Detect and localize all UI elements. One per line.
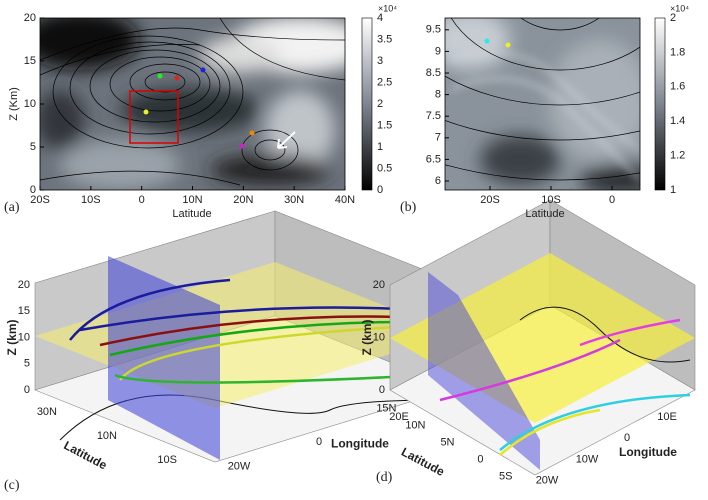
lon-tick-label: 20E bbox=[389, 411, 409, 423]
lon-tick-label: 20W bbox=[228, 461, 251, 473]
y-tick-label: 6.5 bbox=[426, 153, 441, 165]
panel-label: (d) bbox=[376, 470, 393, 485]
lon-tick-label: 10E bbox=[657, 411, 677, 423]
z-tick-label: 5 bbox=[24, 358, 30, 370]
colorbar-tick-label: 1 bbox=[377, 141, 383, 153]
colorbar-tick-label: 0.5 bbox=[377, 162, 392, 174]
panel-d-3d bbox=[389, 199, 696, 476]
colorbar-tick-label: 1.4 bbox=[670, 115, 685, 127]
colorbar-exponent: ×10⁴ bbox=[378, 3, 397, 13]
x-tick-label: 10S bbox=[541, 194, 561, 206]
panel-label: (c) bbox=[4, 478, 20, 493]
y-tick-label: 8.5 bbox=[426, 67, 441, 79]
x-tick-label: 30N bbox=[284, 194, 304, 206]
z-tick-label: 10 bbox=[373, 331, 385, 343]
y-tick-label: 9.5 bbox=[426, 24, 441, 36]
lat-tick-label: 30N bbox=[37, 406, 57, 418]
z-tick-label: 15 bbox=[18, 305, 30, 317]
lon-tick-label: 20W bbox=[536, 475, 559, 487]
colorbar-tick-label: 1.5 bbox=[377, 119, 392, 131]
lat-axis-label: Latitude bbox=[399, 445, 447, 479]
x-tick-label: 20S bbox=[480, 194, 500, 206]
colorbar-tick-label: 0 bbox=[377, 184, 383, 196]
y-tick-label: 5 bbox=[30, 141, 36, 153]
lat-axis-label: Latitude bbox=[61, 438, 109, 472]
colorbar-tick-label: 1 bbox=[670, 184, 676, 196]
z-axis-label: Z (km) bbox=[5, 319, 19, 355]
x-tick-label: 0 bbox=[139, 194, 145, 206]
colorbar-tick-label: 3 bbox=[377, 55, 383, 67]
colorbar-tick-label: 1.6 bbox=[670, 81, 685, 93]
colorbar-tick-label: 4 bbox=[377, 12, 383, 24]
panel-label: (a) bbox=[4, 200, 20, 215]
y-tick-label: 6 bbox=[435, 175, 441, 187]
lat-tick-label: 10S bbox=[157, 454, 177, 466]
z-tick-label: 20 bbox=[373, 279, 385, 291]
lon-tick-label: 0 bbox=[624, 432, 630, 444]
z-tick-label: 20 bbox=[18, 279, 30, 291]
x-tick-label: 0 bbox=[609, 194, 615, 206]
colorbar-tick-label: 2 bbox=[670, 12, 676, 24]
lat-tick-label: 10N bbox=[97, 430, 117, 442]
colorbar-tick-label: 1.8 bbox=[670, 46, 685, 58]
y-tick-label: 15 bbox=[24, 55, 36, 67]
colorbar-tick-label: 2.5 bbox=[377, 76, 392, 88]
colorbar-tick-label: 1.2 bbox=[670, 150, 685, 162]
y-tick-label: 20 bbox=[24, 12, 36, 24]
x-tick-label: 20N bbox=[233, 194, 253, 206]
x-tick-label: 20S bbox=[30, 194, 50, 206]
panel-label: (b) bbox=[400, 200, 417, 215]
x-axis-label: Latitude bbox=[525, 208, 564, 220]
lon-tick-label: 0 bbox=[316, 436, 322, 448]
x-tick-label: 10N bbox=[182, 194, 202, 206]
x-axis-label: Latitude bbox=[172, 208, 211, 220]
lon-axis-label: Longitude bbox=[619, 445, 677, 459]
x-tick-label: 10S bbox=[81, 194, 101, 206]
colorbar-exponent: ×10⁴ bbox=[670, 3, 689, 13]
panel-a-field bbox=[40, 18, 345, 190]
lat-tick-label: 15N bbox=[376, 402, 396, 414]
colorbar-tick-label: 3.5 bbox=[377, 33, 392, 45]
z-tick-label: 0 bbox=[24, 384, 30, 396]
colorbar-tick-label: 2 bbox=[377, 98, 383, 110]
lat-tick-label: 5N bbox=[440, 436, 454, 448]
y-axis-label: Z (Km) bbox=[8, 87, 20, 121]
y-tick-label: 7 bbox=[435, 132, 441, 144]
lon-axis-label: Longitude bbox=[331, 437, 389, 451]
lat-tick-label: 0 bbox=[477, 453, 483, 465]
lat-tick-label: 10N bbox=[405, 419, 425, 431]
x-tick-label: 40N bbox=[335, 194, 355, 206]
z-tick-label: 10 bbox=[18, 331, 30, 343]
panel-b-field bbox=[445, 18, 640, 190]
y-tick-label: 10 bbox=[24, 98, 36, 110]
y-tick-label: 7.5 bbox=[426, 110, 441, 122]
y-tick-label: 0 bbox=[30, 184, 36, 196]
y-tick-label: 9 bbox=[435, 45, 441, 57]
panel-c-3d bbox=[34, 210, 456, 463]
z-axis-label: Z (km) bbox=[360, 319, 374, 355]
z-tick-label: 0 bbox=[379, 384, 385, 396]
y-tick-label: 8 bbox=[435, 89, 441, 101]
lat-tick-label: 5S bbox=[499, 470, 512, 482]
lon-tick-label: 10W bbox=[576, 453, 599, 465]
